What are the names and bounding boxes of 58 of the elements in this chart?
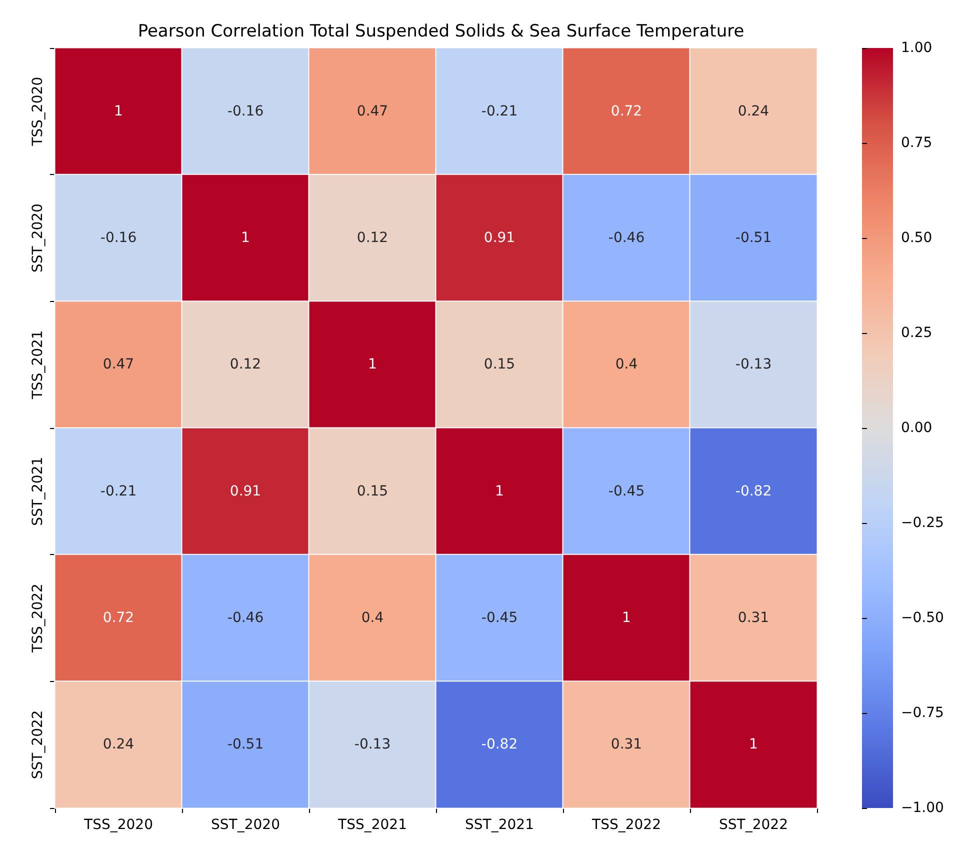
x-tick-label: SST_2022 <box>719 817 788 833</box>
data-label: -0.46 <box>227 610 264 626</box>
data-label: 1 <box>241 230 250 246</box>
y-tick-label: TSS_2021 <box>30 330 46 400</box>
data-label: -0.16 <box>100 230 137 246</box>
y-tick-label: SST_2021 <box>30 456 46 526</box>
chart-title: Pearson Correlation Total Suspended Solids & Sea Surface Temperature <box>138 22 744 42</box>
color-bar-label: 0.25 <box>901 325 932 341</box>
data-label: 1 <box>749 736 758 753</box>
color-bar-label: −0.25 <box>901 515 944 531</box>
y-tick-label: SST_2020 <box>30 204 46 272</box>
data-label: -0.16 <box>227 103 264 120</box>
color-bar-label: 0.00 <box>901 420 932 436</box>
data-label: -0.46 <box>608 230 645 246</box>
data-label: 1 <box>114 103 123 120</box>
data-label: 0.12 <box>356 230 388 246</box>
x-tick-label: TSS_2021 <box>337 817 407 833</box>
color-bar-label: −1.00 <box>901 800 944 816</box>
data-label: -0.13 <box>735 356 772 373</box>
data-label: 0.91 <box>230 483 262 500</box>
data-label: 0.91 <box>484 230 516 246</box>
data-label: 0.4 <box>361 610 384 626</box>
data-label: -0.51 <box>735 230 772 246</box>
data-label: 0.12 <box>230 356 262 373</box>
color-bar-label: 0.75 <box>901 135 932 151</box>
data-label: -0.82 <box>735 483 772 500</box>
y-tick-label: SST_2022 <box>30 710 46 780</box>
color-bar-label: 1.00 <box>901 40 932 56</box>
color-bar-label: −0.75 <box>901 705 944 721</box>
data-label: -0.82 <box>481 736 518 753</box>
x-tick-label: TSS_2020 <box>83 817 153 833</box>
data-label: 1 <box>622 610 631 626</box>
data-label: 0.72 <box>610 103 642 120</box>
data-label: 0.31 <box>738 610 770 626</box>
data-label: 0.47 <box>356 103 388 120</box>
data-label: 1 <box>495 483 504 500</box>
x-tick-label: TSS_2022 <box>591 817 661 833</box>
data-label: 0.72 <box>102 610 134 626</box>
data-label: 1 <box>368 356 377 373</box>
color-bar-label: −0.50 <box>901 610 944 626</box>
y-tick-label: TSS_2022 <box>30 584 46 654</box>
data-label: -0.21 <box>481 103 518 120</box>
data-label: 0.24 <box>102 736 134 753</box>
data-label: -0.45 <box>608 483 645 500</box>
data-label: 0.15 <box>484 356 516 373</box>
color-bar-label: 0.50 <box>901 230 932 246</box>
data-label: -0.13 <box>354 736 391 753</box>
data-label: 0.4 <box>615 356 638 373</box>
data-label: 0.47 <box>102 356 134 373</box>
x-tick-label: SST_2020 <box>211 817 280 833</box>
x-tick-label: SST_2021 <box>465 817 534 833</box>
data-label: 0.24 <box>738 103 770 120</box>
data-label: -0.21 <box>100 483 137 500</box>
y-tick-label: TSS_2020 <box>30 76 46 147</box>
data-label: -0.51 <box>227 736 264 753</box>
data-label: -0.45 <box>481 610 518 626</box>
data-label: 0.15 <box>356 483 388 500</box>
data-label: 0.31 <box>610 736 642 753</box>
